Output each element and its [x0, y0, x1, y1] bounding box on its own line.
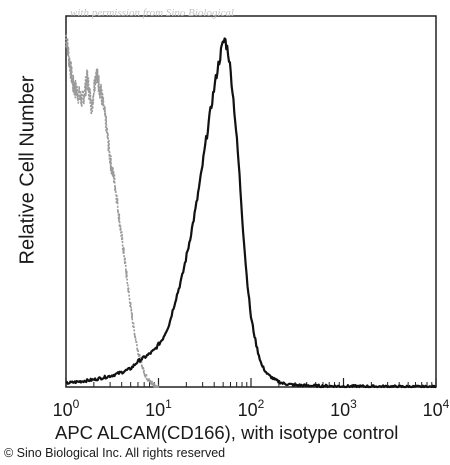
x-tick-label: 102	[238, 397, 265, 420]
data-series	[65, 34, 437, 389]
watermark-text: with permission from Sino Biological	[70, 7, 234, 19]
x-tick-label: 103	[330, 397, 357, 420]
x-axis-label: APC ALCAM(CD166), with isotype control	[55, 422, 399, 443]
x-tick-label: 104	[423, 397, 450, 420]
copyright-notice: © Sino Biological Inc. All rights reserv…	[4, 446, 226, 460]
x-axis-ticks: 100 101 102 103 104	[53, 378, 450, 420]
histogram-series-isotype-control	[65, 34, 160, 388]
histogram-series-alcam-cd166	[65, 37, 437, 389]
x-tick-label: 101	[145, 397, 172, 420]
x-tick-label: 100	[53, 397, 80, 420]
plot-frame	[65, 15, 437, 388]
